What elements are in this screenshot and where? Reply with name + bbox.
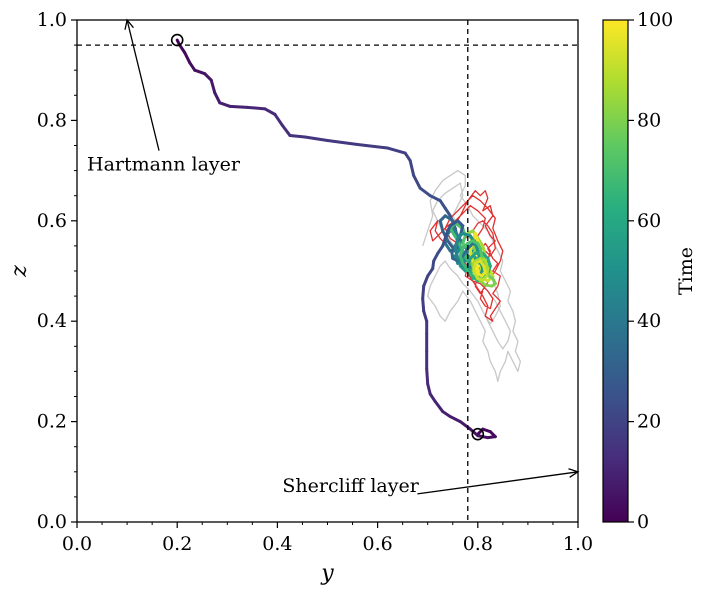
start-marker-2 <box>471 427 485 441</box>
colorbar-tick-label: 20 <box>637 411 661 433</box>
x-tick-label: 0.8 <box>463 533 493 555</box>
trajectory-segment <box>448 415 462 424</box>
trajectory-segment <box>303 135 329 142</box>
x-tick-label: 0.2 <box>162 533 192 555</box>
axes-frame <box>76 19 579 523</box>
trajectory-segment <box>213 91 222 105</box>
x-axis: 0.0 0.2 0.4 0.6 0.8 1.0 <box>62 522 593 555</box>
trajectory-segment <box>438 199 447 210</box>
x-tick-label: 1.0 <box>563 533 593 555</box>
trajectory-segment <box>218 101 232 108</box>
trajectory-segment <box>203 72 213 82</box>
trajectory-segment <box>178 43 187 55</box>
trajectory-segment <box>403 151 412 163</box>
trajectory-segment <box>209 78 217 95</box>
annotation-arrow <box>417 471 579 495</box>
trajectory-segment <box>453 246 460 260</box>
trace-line-red <box>429 190 504 322</box>
y-tick-label: 0.6 <box>37 210 67 232</box>
trajectory-segment <box>263 107 277 116</box>
trajectory-segment <box>428 392 437 404</box>
y-tick-label: 0.2 <box>37 411 67 433</box>
x-tick-label: 0.6 <box>362 533 392 555</box>
trajectory-segment <box>428 194 442 203</box>
trajectory-segment <box>245 105 267 111</box>
trajectory-segment <box>183 51 192 65</box>
x-axis-label: y <box>320 561 334 586</box>
trajectory-segment <box>425 367 430 386</box>
y-tick-label: 0.8 <box>37 109 67 131</box>
start-marker-1 <box>170 33 184 47</box>
trajectory-segment <box>475 264 481 270</box>
annotation-arrowhead <box>568 468 580 478</box>
trajectory-segment <box>443 206 452 218</box>
colorbar-label: Time <box>675 247 697 295</box>
trajectory-segment <box>408 159 416 178</box>
colorbar-gradient <box>602 19 629 523</box>
annotation-text: Shercliff layer <box>282 475 419 497</box>
trajectory-segment <box>418 186 432 198</box>
trajectory-segment <box>412 174 422 190</box>
trajectory-2 <box>421 219 497 440</box>
y-tick-label: 0.0 <box>37 511 67 533</box>
annotation-2: Shercliff layer <box>282 468 580 497</box>
trajectory-segment <box>421 284 426 301</box>
trajectory-segment <box>436 244 445 255</box>
trajectory-segment <box>426 266 435 278</box>
trajectory-segment <box>461 261 470 273</box>
colorbar-tick-label: 0 <box>637 511 649 533</box>
y-axis-label: z <box>7 265 32 278</box>
colorbar-tick-label: 100 <box>637 9 673 31</box>
trajectory-segment <box>228 104 249 109</box>
trajectory-segment <box>461 246 470 258</box>
plot-area: 0.0 0.2 0.4 0.6 0.8 1.0 0.0 0.2 0.4 0.6 0.8 1.0 y z Ha… <box>7 9 593 586</box>
trajectory-segment <box>280 123 292 137</box>
trajectory-segment <box>288 133 307 139</box>
annotation-arrowhead <box>124 18 134 30</box>
trajectory-segment <box>326 138 360 146</box>
trajectory-segment <box>356 142 390 150</box>
trajectory-segment <box>426 382 432 396</box>
y-axis: 0.0 0.2 0.4 0.6 0.8 1.0 <box>37 9 77 533</box>
trajectory-segment <box>448 219 460 228</box>
trajectory-segment <box>193 68 207 76</box>
colorbar: 0 20 40 60 80 100 Time <box>602 9 697 533</box>
colorbar-tick-label: 60 <box>637 210 661 232</box>
annotation-1: Hartmann layer <box>87 18 241 176</box>
colorbar-tick-label: 40 <box>637 310 661 332</box>
trajectory-segment <box>422 274 430 288</box>
trajectory-segment <box>386 146 407 155</box>
trajectory-segment <box>438 219 445 233</box>
trajectory-segment <box>443 241 452 253</box>
annotation-arrow <box>126 19 160 151</box>
trajectory-segment <box>458 420 472 431</box>
trajectory-segment <box>422 309 429 323</box>
trajectory-segment <box>421 297 426 313</box>
trajectory-segment <box>433 400 445 414</box>
trajectory-segment <box>468 427 480 438</box>
annotation-text: Hartmann layer <box>87 154 241 176</box>
trajectory-segment <box>188 61 197 72</box>
y-tick-label: 0.4 <box>37 310 67 332</box>
trajectory-segment <box>451 226 460 238</box>
trace-line-grey <box>422 169 522 383</box>
y-tick-label: 1.0 <box>37 9 67 31</box>
x-tick-label: 0.0 <box>62 533 92 555</box>
x-tick-label: 0.4 <box>262 533 292 555</box>
colorbar-tick-label: 80 <box>637 109 661 131</box>
trajectory-segment <box>443 214 455 223</box>
data-traces <box>175 38 522 440</box>
trajectory-segment <box>441 410 452 419</box>
trajectory-segment <box>273 112 284 127</box>
trajectory-segment <box>453 236 460 250</box>
